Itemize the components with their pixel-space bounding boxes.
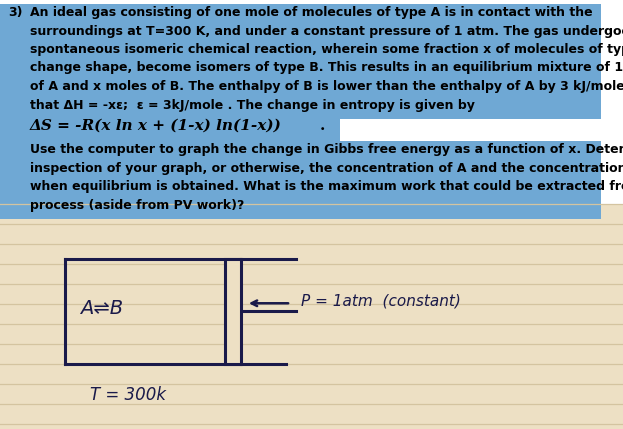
Text: inspection of your graph, or otherwise, the concentration of A and the concentra: inspection of your graph, or otherwise, … bbox=[30, 162, 623, 175]
Text: spontaneous isomeric chemical reaction, wherein some fraction x of molecules of : spontaneous isomeric chemical reaction, … bbox=[30, 43, 623, 56]
Text: that ΔH = -xε;  ε = 3kJ/mole . The change in entropy is given by: that ΔH = -xε; ε = 3kJ/mole . The change… bbox=[30, 99, 475, 112]
Bar bbox=[0, 117, 340, 141]
Bar bbox=[0, 178, 601, 200]
Bar bbox=[0, 196, 601, 219]
Text: P = 1atm  (constant): P = 1atm (constant) bbox=[301, 294, 461, 309]
Bar bbox=[0, 60, 601, 82]
Text: Use the computer to graph the change in Gibbs free energy as a function of x. De: Use the computer to graph the change in … bbox=[30, 143, 623, 156]
Text: ΔS = -R(x ln x + (1-x) ln(1-x)): ΔS = -R(x ln x + (1-x) ln(1-x)) bbox=[30, 119, 282, 133]
Bar bbox=[0, 41, 601, 63]
Bar bbox=[0, 141, 601, 163]
Bar bbox=[0, 160, 601, 182]
Text: An ideal gas consisting of one mole of molecules of type A is in contact with th: An ideal gas consisting of one mole of m… bbox=[30, 6, 592, 19]
Text: process (aside from PV work)?: process (aside from PV work)? bbox=[30, 199, 244, 211]
Bar bbox=[0, 203, 623, 429]
Bar bbox=[0, 78, 601, 100]
Text: T = 300k: T = 300k bbox=[90, 386, 166, 404]
Text: when equilibrium is obtained. What is the maximum work that could be extracted f: when equilibrium is obtained. What is th… bbox=[30, 180, 623, 193]
Bar bbox=[0, 22, 601, 45]
Text: .: . bbox=[320, 119, 325, 133]
Bar bbox=[0, 4, 601, 27]
Bar bbox=[225, 259, 241, 364]
Text: of A and x moles of B. The enthalpy of B is lower than the enthalpy of A by 3 kJ: of A and x moles of B. The enthalpy of B… bbox=[30, 80, 623, 93]
Text: A⇌B: A⇌B bbox=[80, 299, 123, 318]
Bar bbox=[0, 97, 601, 119]
Text: surroundings at T=300 K, and under a constant pressure of 1 atm. The gas undergo: surroundings at T=300 K, and under a con… bbox=[30, 24, 623, 37]
Text: 3): 3) bbox=[8, 6, 22, 19]
Text: change shape, become isomers of type B. This results in an equilibrium mixture o: change shape, become isomers of type B. … bbox=[30, 61, 623, 75]
